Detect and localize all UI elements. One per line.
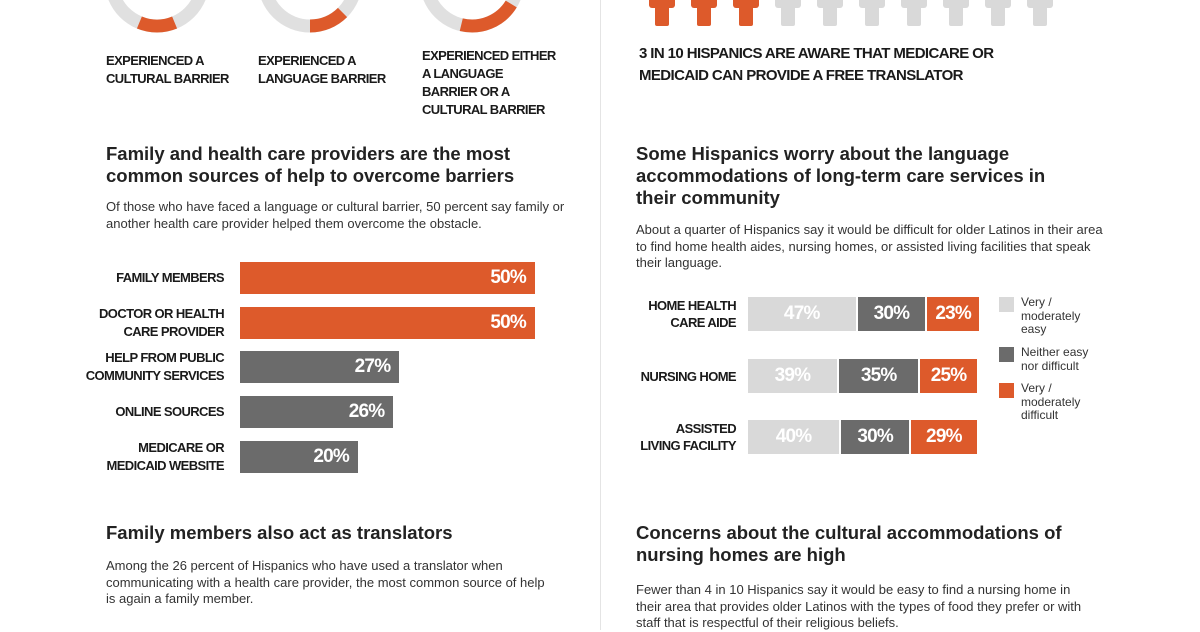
- bar-label-text: Medicare or Medicaid website: [106, 440, 224, 473]
- bar-label-text: Help from public community services: [85, 350, 225, 383]
- bar-label-text: Family members: [116, 270, 225, 285]
- bar-label-text: Online sources: [115, 404, 224, 419]
- bar: 20%: [240, 441, 358, 473]
- ltc-title: Some Hispanics worry about the language …: [636, 143, 1046, 208]
- person-icon: [943, 0, 969, 26]
- bar-label-text: Doctor or health care provider: [99, 306, 225, 339]
- row-label: Nursing home: [596, 359, 737, 393]
- column-divider: [600, 0, 601, 630]
- row-label: Home health care aide: [596, 297, 736, 331]
- person-icon: [985, 0, 1011, 26]
- stacked-segment: 29%: [911, 420, 977, 454]
- help-body: Of those who have faced a language or cu…: [106, 199, 565, 231]
- bar: 50%: [240, 307, 535, 339]
- donut-label-either: Experienced either a language barrier or…: [422, 48, 556, 117]
- legend-swatch: [999, 347, 1014, 362]
- bar-label: Family members: [84, 261, 225, 295]
- stacked-segment: 30%: [857, 297, 926, 331]
- row-label-text: Home health care aide: [648, 298, 736, 330]
- donut-charts: [108, 0, 521, 33]
- translators-body: Among the 26 percent of Hispanics who ha…: [106, 558, 545, 606]
- person-icon: [1027, 0, 1053, 26]
- donut-segment: [459, 0, 517, 33]
- bar: 27%: [240, 351, 400, 383]
- bar-label: Help from public community services: [84, 350, 225, 384]
- donut-segment: [136, 16, 178, 33]
- row-label-text: Nursing home: [640, 368, 737, 384]
- legend-label: Neither easy nor difficult: [1021, 345, 1089, 373]
- legend-swatch: [999, 297, 1014, 312]
- pictogram: [649, 0, 1053, 26]
- donut-label-cultural: Experienced a cultural barrier: [106, 53, 229, 86]
- legend-swatch: [999, 383, 1014, 398]
- stacked-segment: 30%: [841, 420, 910, 454]
- person-icon: [691, 0, 717, 26]
- cultural-title: Concerns about the cultural accommodatio…: [636, 522, 1062, 565]
- person-icon: [775, 0, 801, 26]
- stacked-segment: 25%: [920, 359, 977, 393]
- person-icon: [733, 0, 759, 26]
- bar: 50%: [240, 262, 535, 294]
- translators-title: Family members also act as translators: [106, 522, 453, 543]
- stacked-segment: 39%: [748, 359, 837, 393]
- bar-label: Online sources: [84, 395, 224, 429]
- pictogram-caption: 3 in 10 Hispanics are aware that Medicar…: [639, 45, 994, 84]
- legend-label: Very / moderately difficult: [1021, 381, 1081, 422]
- person-icon: [817, 0, 843, 26]
- donut-label-language: Experienced a language barrier: [258, 53, 386, 86]
- cultural-body: Fewer than 4 in 10 Hispanics say it woul…: [636, 582, 1082, 630]
- row-label-text: Assisted living facility: [640, 421, 736, 453]
- person-icon: [859, 0, 885, 26]
- bar-label: Doctor or health care provider: [84, 306, 225, 340]
- donut-segment: [309, 7, 348, 33]
- stacked-segment: 23%: [927, 297, 979, 331]
- person-icon: [901, 0, 927, 26]
- row-label: Assisted living facility: [596, 420, 736, 454]
- person-icon: [649, 0, 675, 26]
- help-title: Family and health care providers are the…: [106, 143, 515, 186]
- stacked-segment: 47%: [748, 297, 856, 331]
- ltc-body: About a quarter of Hispanics say it woul…: [636, 222, 1103, 270]
- bar-label: Medicare or Medicaid website: [84, 440, 224, 474]
- legend-label: Very / moderately easy: [1021, 295, 1081, 336]
- stacked-segment: 35%: [838, 359, 919, 393]
- bar: 26%: [240, 396, 394, 428]
- stacked-segment: 40%: [748, 420, 840, 454]
